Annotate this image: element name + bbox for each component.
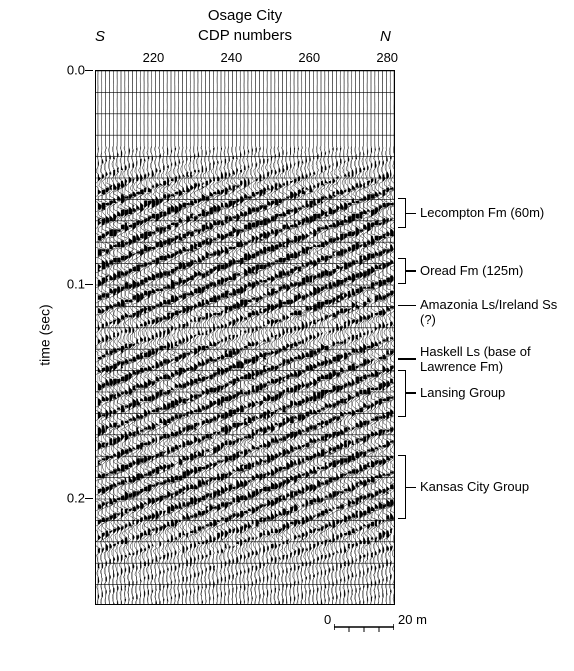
y-tick-mark — [85, 70, 93, 71]
annotation-label: Amazonia Ls/Ireland Ss (?) — [420, 298, 568, 328]
y-tick-mark — [85, 498, 93, 499]
y-tick-label: 0.1 — [55, 277, 85, 292]
annotation-bracket — [398, 258, 406, 284]
x-ticks: 220 240 260 280 — [95, 50, 395, 66]
title-line-2: CDP numbers — [95, 26, 395, 46]
annotation-label: Kansas City Group — [420, 480, 529, 495]
annotation-label-line: Oread Fm (125m) — [420, 264, 523, 279]
scale-bar — [334, 624, 394, 638]
scale-bar-left-label: 0 — [324, 612, 331, 627]
seismic-svg — [96, 71, 395, 605]
reflector-annotations: Lecompton Fm (60m) Oread Fm (125m) Amazoni… — [398, 70, 568, 605]
x-tick-label: 260 — [298, 50, 320, 65]
annotation-stem — [406, 213, 416, 215]
annotation-label: Lecompton Fm (60m) — [420, 206, 544, 221]
figure-title: Osage City CDP numbers — [95, 6, 395, 45]
annotation-bracket — [398, 370, 406, 417]
annotation-label: Lansing Group — [420, 386, 505, 401]
annotation-label: Oread Fm (125m) — [420, 264, 523, 279]
annotation-label-line: Amazonia Ls/Ireland Ss (?) — [420, 298, 568, 328]
annotation-label-line: Lawrence Fm) — [420, 360, 531, 375]
annotation-label-line: Lansing Group — [420, 386, 505, 401]
direction-north: N — [380, 28, 391, 45]
annotation-stem — [398, 305, 416, 307]
annotation-stem — [406, 487, 416, 489]
annotation-stem — [398, 358, 416, 360]
annotation-bracket — [398, 455, 406, 519]
y-axis-label: time (sec) — [37, 304, 53, 365]
direction-south: S — [95, 28, 105, 45]
annotation-label: Haskell Ls (base ofLawrence Fm) — [420, 345, 531, 375]
y-ticks: 0.00.10.2 — [55, 70, 91, 605]
scale-bar-right-label: 20 m — [398, 612, 427, 627]
x-tick-label: 240 — [221, 50, 243, 65]
annotation-label-line: Kansas City Group — [420, 480, 529, 495]
y-tick-label: 0.0 — [55, 63, 85, 78]
x-tick-label: 280 — [376, 50, 398, 65]
x-tick-label: 220 — [143, 50, 165, 65]
title-line-1: Osage City — [95, 6, 395, 26]
annotation-label-line: Haskell Ls (base of — [420, 345, 531, 360]
annotation-label-line: Lecompton Fm (60m) — [420, 206, 544, 221]
annotation-stem — [406, 392, 416, 394]
annotation-stem — [406, 270, 416, 272]
seismic-section-plot — [95, 70, 395, 605]
y-tick-mark — [85, 284, 93, 285]
y-tick-label: 0.2 — [55, 491, 85, 506]
annotation-bracket — [398, 198, 406, 228]
